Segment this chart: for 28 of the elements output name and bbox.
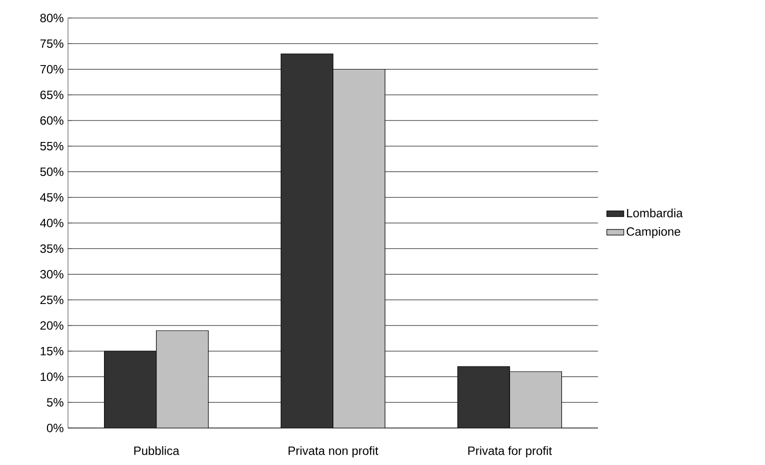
bar [280,54,334,428]
y-tick-label: 45% [40,193,64,202]
y-tick-label: 80% [40,14,64,22]
y-tick-label: 75% [40,39,64,48]
y-tick-label: 60% [40,116,64,125]
legend-label: Lombardia [627,208,683,218]
x-tick-label: Privata non profit [288,446,378,458]
bar [104,350,157,428]
y-tick-label: 30% [40,270,64,279]
y-tick-label: 55% [40,142,64,150]
x-tick-label: Privata for profit [468,446,552,458]
y-tick-label: 25% [40,296,64,304]
y-tick-label: 5% [46,398,64,407]
y-tick-label: 20% [40,321,64,330]
bar [332,68,386,428]
y-tick-label: 0% [46,424,64,432]
y-tick-label: 40% [40,218,64,228]
bar [156,330,209,428]
y-tick-label: 35% [40,244,64,253]
legend-label: Campione [626,226,680,238]
bar [457,366,510,428]
bar [509,371,562,428]
x-tick-label: Pubblica [134,446,180,456]
y-tick-label: 50% [40,168,64,176]
y-tick-label: 65% [40,90,64,100]
y-tick-label: 10% [40,372,64,382]
y-tick-label: 15% [40,346,64,356]
y-tick-label: 70% [40,65,64,74]
